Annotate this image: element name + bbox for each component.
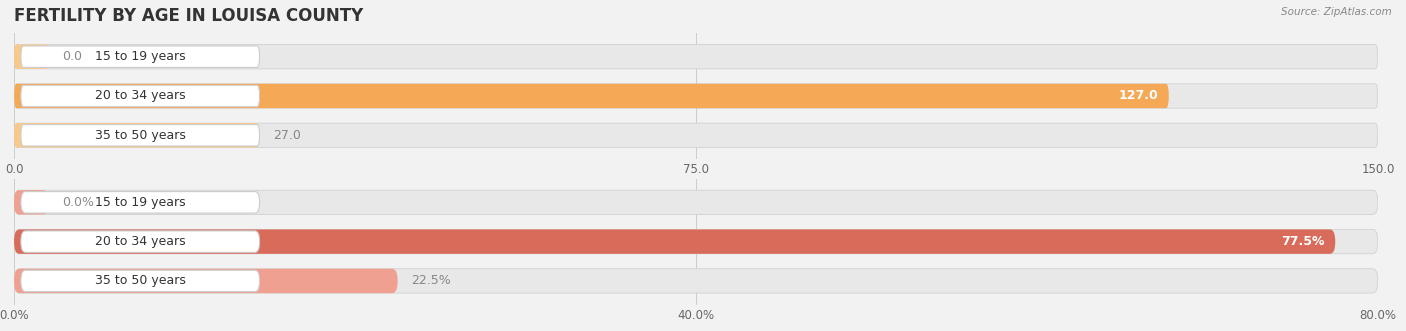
Text: 0.0%: 0.0% <box>62 196 94 209</box>
FancyBboxPatch shape <box>14 269 1378 293</box>
FancyBboxPatch shape <box>14 84 1378 108</box>
FancyBboxPatch shape <box>14 123 260 148</box>
FancyBboxPatch shape <box>14 190 1378 214</box>
Text: 20 to 34 years: 20 to 34 years <box>94 235 186 248</box>
FancyBboxPatch shape <box>14 229 1336 254</box>
FancyBboxPatch shape <box>14 44 1378 69</box>
FancyBboxPatch shape <box>21 124 260 146</box>
Text: FERTILITY BY AGE IN LOUISA COUNTY: FERTILITY BY AGE IN LOUISA COUNTY <box>14 7 363 24</box>
FancyBboxPatch shape <box>14 44 48 69</box>
Text: 127.0: 127.0 <box>1118 89 1159 103</box>
Text: 20 to 34 years: 20 to 34 years <box>94 89 186 103</box>
Text: 15 to 19 years: 15 to 19 years <box>94 196 186 209</box>
FancyBboxPatch shape <box>14 190 48 214</box>
FancyBboxPatch shape <box>14 84 1168 108</box>
FancyBboxPatch shape <box>14 269 398 293</box>
Text: 35 to 50 years: 35 to 50 years <box>94 274 186 287</box>
FancyBboxPatch shape <box>14 229 1378 254</box>
Text: 77.5%: 77.5% <box>1281 235 1324 248</box>
FancyBboxPatch shape <box>21 46 260 68</box>
Text: 22.5%: 22.5% <box>412 274 451 287</box>
FancyBboxPatch shape <box>21 85 260 107</box>
Text: 0.0: 0.0 <box>62 50 82 63</box>
Text: Source: ZipAtlas.com: Source: ZipAtlas.com <box>1281 7 1392 17</box>
FancyBboxPatch shape <box>21 192 260 213</box>
Text: 15 to 19 years: 15 to 19 years <box>94 50 186 63</box>
Text: 27.0: 27.0 <box>273 129 301 142</box>
FancyBboxPatch shape <box>14 123 1378 148</box>
Text: 35 to 50 years: 35 to 50 years <box>94 129 186 142</box>
FancyBboxPatch shape <box>21 231 260 252</box>
FancyBboxPatch shape <box>21 270 260 292</box>
